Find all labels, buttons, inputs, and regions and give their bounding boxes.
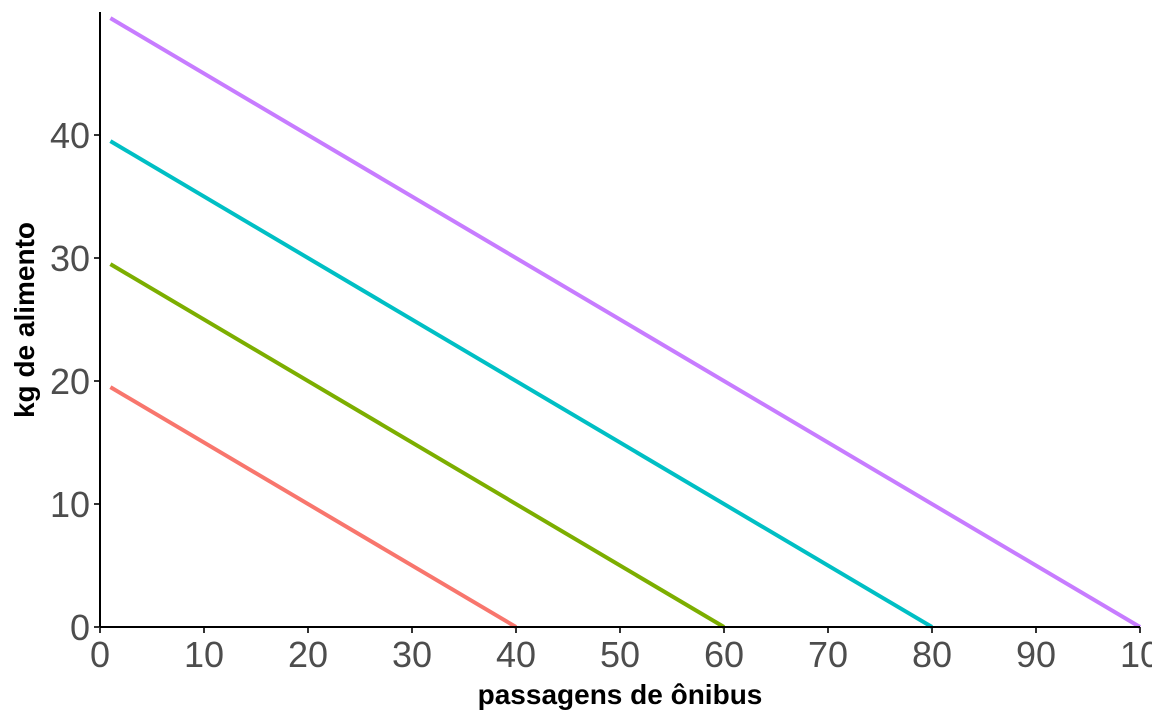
x-axis-title: passagens de ônibus [478,679,763,710]
x-tick-label: 80 [912,634,952,675]
line [109,262,726,629]
x-tick-label: 30 [392,634,432,675]
y-axis-title: kg de alimento [9,222,40,418]
x-tick-label: 70 [808,634,848,675]
y-tick-label: 10 [50,484,90,525]
x-tick-label: 90 [1016,634,1056,675]
x-tick-label: 10 [184,634,224,675]
x-tick-label: 60 [704,634,744,675]
line [109,16,1142,629]
x-tick-label: 0 [90,634,110,675]
line [109,385,518,629]
y-tick-label: 40 [50,115,90,156]
x-tick-label: 10 [1120,634,1152,675]
y-tick-label: 0 [70,607,90,648]
x-tick-label: 20 [288,634,328,675]
line [109,139,934,629]
y-tick-label: 20 [50,361,90,402]
x-tick-label: 40 [496,634,536,675]
y-tick-label: 30 [50,238,90,279]
x-tick-label: 50 [600,634,640,675]
